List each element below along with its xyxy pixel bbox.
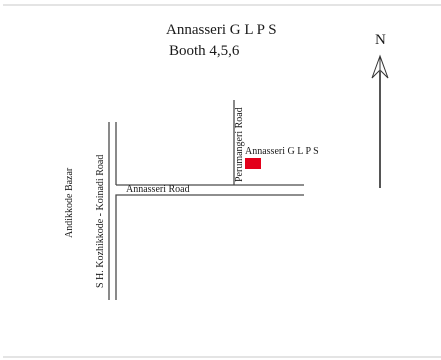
annasseri-road-label: Annasseri Road	[126, 184, 190, 195]
perumangeri-road-label: Perumangeri Road	[234, 107, 245, 182]
bazaar-label: Andikkode Bazar	[64, 167, 75, 238]
school-marker	[245, 158, 261, 169]
annasseri-road-south-edge	[115, 194, 304, 300]
map-subtitle: Booth 4,5,6	[169, 43, 240, 59]
north-label: N	[375, 32, 386, 48]
sh-road-label: S H. Kozhikkode - Koinadi Road	[95, 155, 106, 288]
school-label: Annasseri G L P S	[245, 146, 319, 157]
map-title: Annasseri G L P S	[166, 22, 277, 38]
road-network	[108, 100, 304, 300]
north-arrow-icon: N	[371, 32, 389, 188]
